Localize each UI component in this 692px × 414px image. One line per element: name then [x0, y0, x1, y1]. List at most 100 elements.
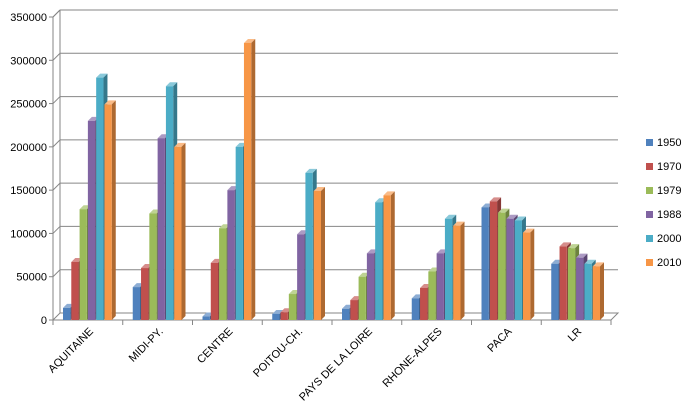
bar-top-face [96, 73, 108, 78]
legend-swatch [646, 139, 653, 146]
bar [297, 234, 305, 320]
bar [551, 263, 559, 320]
bar [79, 209, 87, 320]
bar [366, 253, 375, 320]
bar-side-face [181, 142, 186, 320]
bar [559, 246, 567, 320]
bar-top-face [313, 187, 325, 192]
bar-side-face [390, 191, 395, 320]
x-tick-label: PAYS DE LA LOIRE [297, 326, 375, 404]
gridline-side [52, 269, 61, 278]
bar [305, 172, 313, 320]
bar-side-face [111, 100, 116, 321]
bar [71, 261, 79, 320]
bar [514, 220, 522, 320]
bar [383, 195, 391, 320]
bar-top-face [506, 214, 518, 219]
gridline-side [52, 96, 61, 104]
bar [272, 313, 280, 320]
x-tick-label: CENTRE [195, 326, 235, 366]
bar [453, 225, 461, 320]
y-tick-label: 150000 [10, 185, 47, 197]
gridline-side [52, 139, 61, 148]
bar [411, 298, 420, 320]
bar [219, 228, 227, 320]
x-tick-label: LR [566, 326, 584, 344]
bar-top-face [522, 228, 535, 233]
bar-top-face [514, 216, 526, 221]
y-tick-label: 350000 [10, 12, 47, 24]
x-tick-label: PACA [485, 325, 515, 355]
y-tick-label: 100000 [10, 228, 47, 240]
bar [436, 253, 444, 320]
bar-side-face [600, 262, 604, 320]
bar [522, 232, 531, 320]
bar [576, 257, 584, 320]
bar [420, 287, 428, 320]
legend-swatch [646, 259, 653, 266]
bar-top-face [272, 309, 284, 314]
x-tick-label: MIDI-PY. [127, 326, 166, 365]
bar-top-face [567, 244, 580, 249]
bar-side-face [530, 228, 535, 320]
bar [132, 287, 141, 320]
bar-top-face [498, 208, 510, 213]
bar-side-face [460, 221, 465, 320]
bar-top-face [592, 262, 604, 267]
bar-side-face [251, 38, 256, 320]
bar [498, 212, 506, 320]
bar-top-face [104, 100, 116, 105]
bar [235, 146, 243, 320]
bar [104, 104, 112, 321]
y-tick-label: 50000 [16, 272, 47, 284]
bar [141, 268, 149, 320]
gridline-side [52, 182, 61, 191]
bar [288, 294, 297, 320]
legend-label: 1988 [657, 209, 681, 221]
bar-top-face [584, 259, 596, 264]
bar [481, 207, 489, 320]
bar [584, 263, 592, 320]
legend-label: 1979 [657, 185, 681, 197]
bar [280, 312, 288, 320]
legend-swatch [646, 235, 653, 242]
bar [165, 86, 174, 320]
y-tick-label: 0 [41, 315, 47, 327]
y-tick-label: 250000 [10, 99, 47, 111]
bar [157, 138, 165, 320]
bar [96, 77, 104, 320]
x-tick-label: RHONE-ALPES [380, 326, 444, 390]
x-tick-label: POITOU-CH. [251, 326, 305, 380]
legend-label: 2010 [657, 257, 681, 269]
y-tick-label: 200000 [10, 142, 47, 154]
bar [358, 276, 366, 320]
bar-top-face [383, 191, 395, 196]
legend-label: 1950 [657, 137, 681, 149]
bar [313, 191, 321, 320]
bar [592, 266, 600, 320]
bar [174, 146, 182, 320]
legend-label: 2000 [657, 233, 681, 245]
bar-top-face [489, 197, 502, 202]
legend-label: 1970 [657, 161, 681, 173]
bar [227, 190, 235, 320]
legend-swatch [646, 211, 653, 218]
gridline-side [52, 9, 61, 18]
bar [202, 316, 210, 320]
bar [489, 201, 498, 320]
bar-top-face [174, 142, 186, 147]
bar [63, 307, 71, 320]
bar [87, 120, 96, 320]
bar-top-face [559, 242, 571, 247]
bar [350, 300, 358, 320]
bar-side-face [321, 187, 325, 320]
bar-top-face [305, 168, 317, 173]
bar [506, 218, 514, 320]
legend-swatch [646, 163, 653, 170]
bar-top-face [444, 214, 457, 219]
gridline-side [52, 226, 61, 234]
legend-swatch [646, 187, 653, 194]
y-tick-label: 300000 [10, 55, 47, 67]
